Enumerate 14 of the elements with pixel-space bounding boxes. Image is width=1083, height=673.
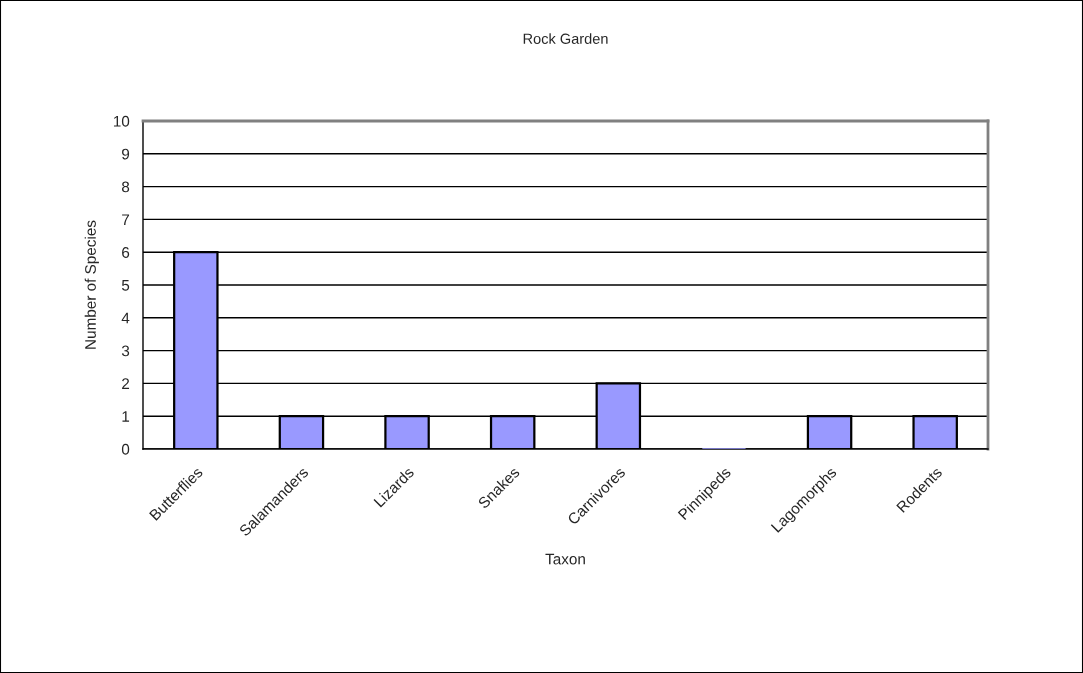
y-axis-title: Number of Species xyxy=(84,220,99,349)
y-tick-label: 4 xyxy=(121,312,130,324)
y-tick-label: 5 xyxy=(121,280,130,291)
y-tick-label: 10 xyxy=(113,115,130,127)
x-axis-title: Taxon xyxy=(545,553,585,565)
y-tick-label: 7 xyxy=(122,214,130,225)
y-tick-label: 1 xyxy=(122,411,130,422)
y-tick-label: 9 xyxy=(122,148,130,160)
chart-title: Rock Garden xyxy=(523,33,608,44)
y-tick-label: 2 xyxy=(122,378,130,389)
y-tick-label: 3 xyxy=(121,345,130,357)
y-tick-label: 6 xyxy=(122,247,130,258)
y-tick-label: 0 xyxy=(121,443,130,455)
y-tick-label: 8 xyxy=(121,181,130,193)
